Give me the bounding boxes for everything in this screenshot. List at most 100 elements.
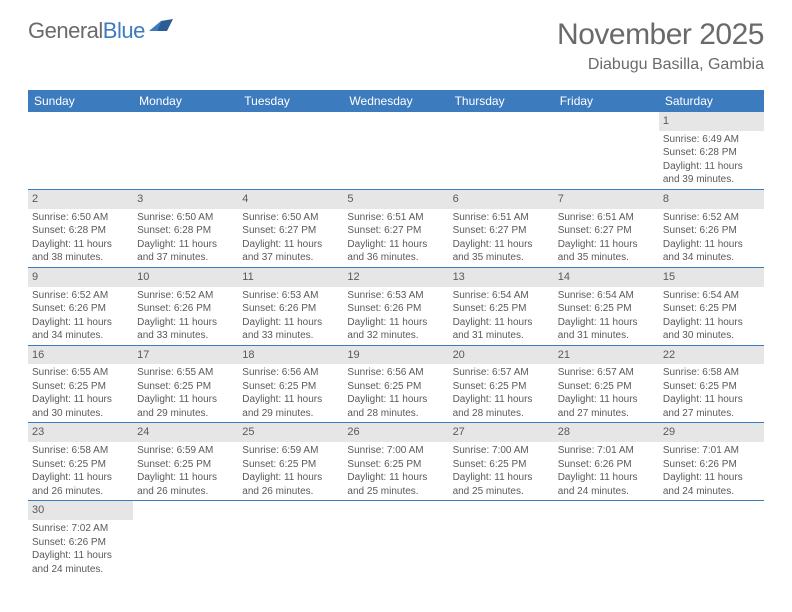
day-content: Sunrise: 6:50 AMSunset: 6:27 PMDaylight:… [238, 209, 343, 265]
day-content: Sunrise: 6:57 AMSunset: 6:25 PMDaylight:… [449, 364, 554, 420]
calendar-cell: 18Sunrise: 6:56 AMSunset: 6:25 PMDayligh… [238, 345, 343, 423]
calendar-cell [238, 112, 343, 189]
calendar-cell: 29Sunrise: 7:01 AMSunset: 6:26 PMDayligh… [659, 423, 764, 501]
logo: GeneralBlue [28, 18, 175, 44]
calendar-cell: 27Sunrise: 7:00 AMSunset: 6:25 PMDayligh… [449, 423, 554, 501]
day-number: 15 [659, 268, 764, 287]
day-number: 29 [659, 423, 764, 442]
calendar-cell [449, 112, 554, 189]
day-number: 19 [343, 346, 448, 365]
month-title: November 2025 [557, 18, 764, 52]
title-block: November 2025 Diabugu Basilla, Gambia [557, 18, 764, 74]
day-number: 14 [554, 268, 659, 287]
calendar-cell: 15Sunrise: 6:54 AMSunset: 6:25 PMDayligh… [659, 267, 764, 345]
calendar-cell: 8Sunrise: 6:52 AMSunset: 6:26 PMDaylight… [659, 189, 764, 267]
day-number: 27 [449, 423, 554, 442]
day-content: Sunrise: 6:52 AMSunset: 6:26 PMDaylight:… [28, 287, 133, 343]
day-content: Sunrise: 6:54 AMSunset: 6:25 PMDaylight:… [449, 287, 554, 343]
day-content: Sunrise: 6:58 AMSunset: 6:25 PMDaylight:… [659, 364, 764, 420]
calendar-cell [133, 501, 238, 578]
day-number: 24 [133, 423, 238, 442]
day-number: 11 [238, 268, 343, 287]
day-number: 22 [659, 346, 764, 365]
day-number: 7 [554, 190, 659, 209]
calendar-cell [554, 112, 659, 189]
calendar-cell: 6Sunrise: 6:51 AMSunset: 6:27 PMDaylight… [449, 189, 554, 267]
calendar-body: 1Sunrise: 6:49 AMSunset: 6:28 PMDaylight… [28, 112, 764, 578]
calendar-cell: 12Sunrise: 6:53 AMSunset: 6:26 PMDayligh… [343, 267, 448, 345]
header: GeneralBlue November 2025 Diabugu Basill… [0, 0, 792, 82]
calendar-cell: 9Sunrise: 6:52 AMSunset: 6:26 PMDaylight… [28, 267, 133, 345]
day-content: Sunrise: 7:00 AMSunset: 6:25 PMDaylight:… [343, 442, 448, 498]
day-number: 30 [28, 501, 133, 520]
calendar-cell [554, 501, 659, 578]
day-content: Sunrise: 6:59 AMSunset: 6:25 PMDaylight:… [133, 442, 238, 498]
day-content: Sunrise: 6:55 AMSunset: 6:25 PMDaylight:… [28, 364, 133, 420]
day-content: Sunrise: 7:01 AMSunset: 6:26 PMDaylight:… [659, 442, 764, 498]
location: Diabugu Basilla, Gambia [557, 56, 764, 74]
flag-icon [149, 17, 175, 40]
calendar-cell: 14Sunrise: 6:54 AMSunset: 6:25 PMDayligh… [554, 267, 659, 345]
day-content: Sunrise: 6:56 AMSunset: 6:25 PMDaylight:… [343, 364, 448, 420]
calendar-cell [28, 112, 133, 189]
day-number: 21 [554, 346, 659, 365]
day-content: Sunrise: 6:50 AMSunset: 6:28 PMDaylight:… [133, 209, 238, 265]
calendar-cell: 23Sunrise: 6:58 AMSunset: 6:25 PMDayligh… [28, 423, 133, 501]
day-content: Sunrise: 6:49 AMSunset: 6:28 PMDaylight:… [659, 131, 764, 187]
dow-saturday: Saturday [659, 90, 764, 112]
day-number: 26 [343, 423, 448, 442]
logo-text: GeneralBlue [28, 18, 145, 44]
calendar-row: 2Sunrise: 6:50 AMSunset: 6:28 PMDaylight… [28, 189, 764, 267]
calendar-cell: 16Sunrise: 6:55 AMSunset: 6:25 PMDayligh… [28, 345, 133, 423]
calendar-cell [449, 501, 554, 578]
logo-word2: Blue [103, 18, 145, 43]
logo-word1: General [28, 18, 103, 43]
day-number: 6 [449, 190, 554, 209]
day-number: 1 [659, 112, 764, 131]
day-number: 8 [659, 190, 764, 209]
weekday-header-row: Sunday Monday Tuesday Wednesday Thursday… [28, 90, 764, 112]
day-content: Sunrise: 6:57 AMSunset: 6:25 PMDaylight:… [554, 364, 659, 420]
calendar-cell [238, 501, 343, 578]
day-number: 17 [133, 346, 238, 365]
dow-tuesday: Tuesday [238, 90, 343, 112]
calendar-cell: 4Sunrise: 6:50 AMSunset: 6:27 PMDaylight… [238, 189, 343, 267]
day-content: Sunrise: 6:52 AMSunset: 6:26 PMDaylight:… [133, 287, 238, 343]
dow-thursday: Thursday [449, 90, 554, 112]
calendar-cell [133, 112, 238, 189]
day-content: Sunrise: 6:59 AMSunset: 6:25 PMDaylight:… [238, 442, 343, 498]
day-number: 10 [133, 268, 238, 287]
calendar-cell: 24Sunrise: 6:59 AMSunset: 6:25 PMDayligh… [133, 423, 238, 501]
day-number: 5 [343, 190, 448, 209]
day-number: 3 [133, 190, 238, 209]
day-content: Sunrise: 6:53 AMSunset: 6:26 PMDaylight:… [343, 287, 448, 343]
calendar-cell: 17Sunrise: 6:55 AMSunset: 6:25 PMDayligh… [133, 345, 238, 423]
calendar-cell: 25Sunrise: 6:59 AMSunset: 6:25 PMDayligh… [238, 423, 343, 501]
dow-monday: Monday [133, 90, 238, 112]
calendar-cell: 3Sunrise: 6:50 AMSunset: 6:28 PMDaylight… [133, 189, 238, 267]
day-content: Sunrise: 7:00 AMSunset: 6:25 PMDaylight:… [449, 442, 554, 498]
dow-wednesday: Wednesday [343, 90, 448, 112]
calendar-cell: 21Sunrise: 6:57 AMSunset: 6:25 PMDayligh… [554, 345, 659, 423]
day-number: 2 [28, 190, 133, 209]
calendar-row: 30Sunrise: 7:02 AMSunset: 6:26 PMDayligh… [28, 501, 764, 578]
calendar-cell: 26Sunrise: 7:00 AMSunset: 6:25 PMDayligh… [343, 423, 448, 501]
calendar-cell: 22Sunrise: 6:58 AMSunset: 6:25 PMDayligh… [659, 345, 764, 423]
day-number: 9 [28, 268, 133, 287]
day-number: 23 [28, 423, 133, 442]
day-content: Sunrise: 6:54 AMSunset: 6:25 PMDaylight:… [659, 287, 764, 343]
dow-sunday: Sunday [28, 90, 133, 112]
calendar-row: 16Sunrise: 6:55 AMSunset: 6:25 PMDayligh… [28, 345, 764, 423]
calendar-cell: 2Sunrise: 6:50 AMSunset: 6:28 PMDaylight… [28, 189, 133, 267]
day-number: 25 [238, 423, 343, 442]
day-number: 28 [554, 423, 659, 442]
day-content: Sunrise: 6:51 AMSunset: 6:27 PMDaylight:… [343, 209, 448, 265]
day-content: Sunrise: 6:51 AMSunset: 6:27 PMDaylight:… [449, 209, 554, 265]
calendar-cell [343, 501, 448, 578]
calendar-grid: Sunday Monday Tuesday Wednesday Thursday… [28, 90, 764, 578]
day-content: Sunrise: 6:56 AMSunset: 6:25 PMDaylight:… [238, 364, 343, 420]
day-number: 18 [238, 346, 343, 365]
calendar-cell [343, 112, 448, 189]
calendar-cell: 30Sunrise: 7:02 AMSunset: 6:26 PMDayligh… [28, 501, 133, 578]
day-content: Sunrise: 6:55 AMSunset: 6:25 PMDaylight:… [133, 364, 238, 420]
